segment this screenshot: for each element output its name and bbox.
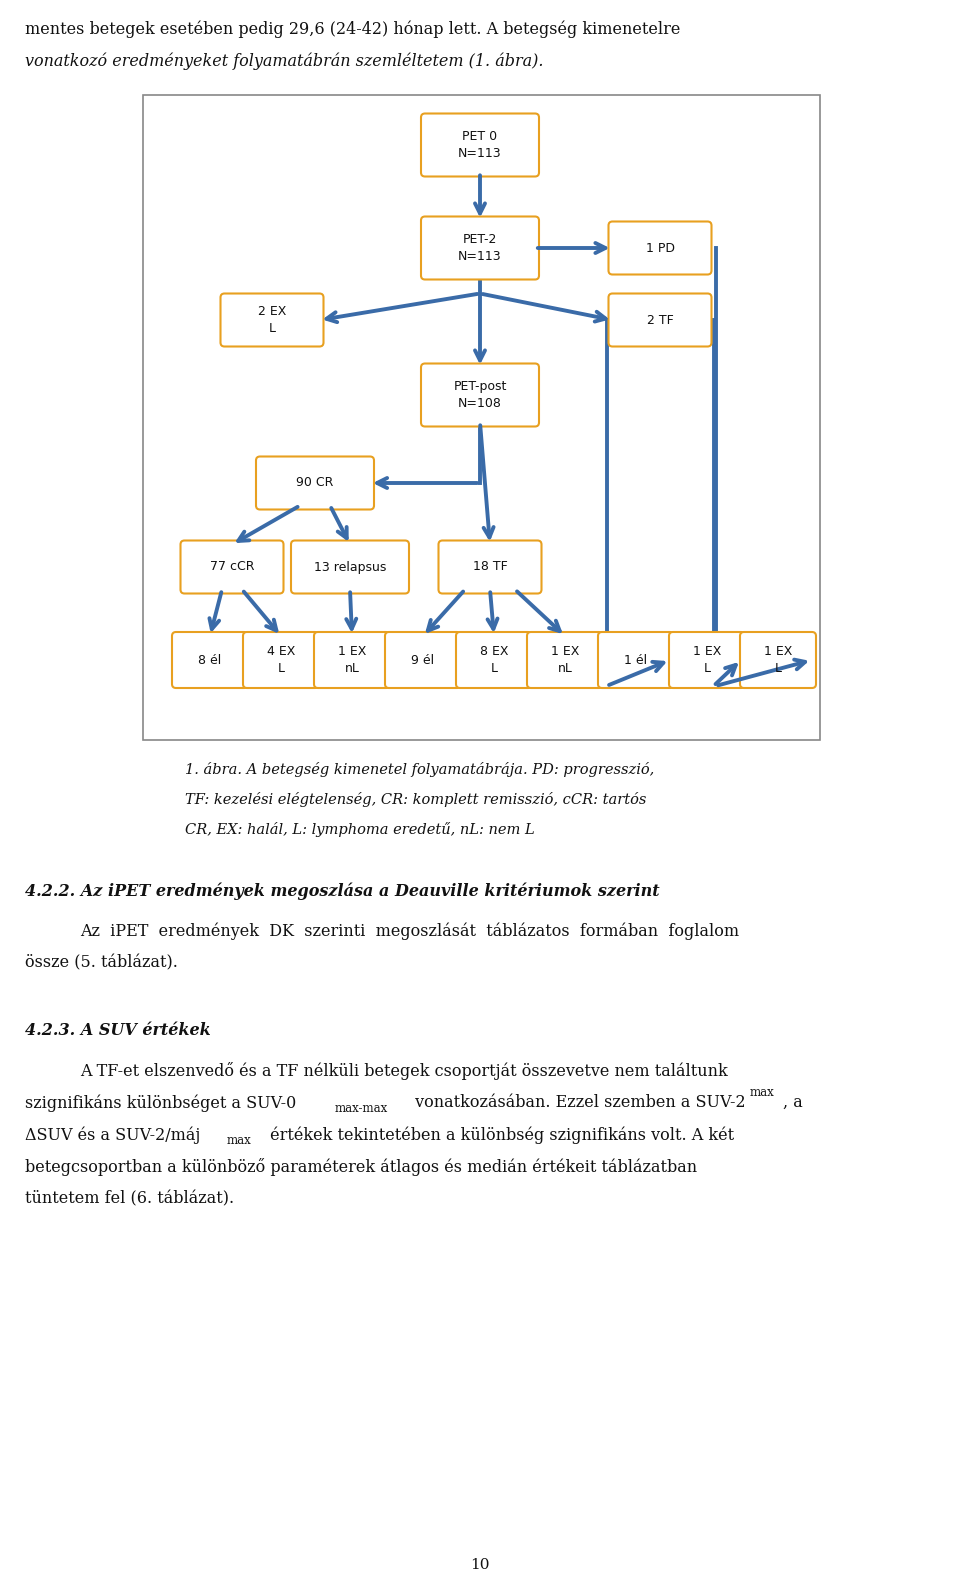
Text: PET-2
N=113: PET-2 N=113	[458, 232, 502, 263]
Text: 13 relapsus: 13 relapsus	[314, 560, 386, 573]
FancyBboxPatch shape	[314, 632, 390, 687]
FancyBboxPatch shape	[221, 293, 324, 347]
FancyBboxPatch shape	[172, 632, 248, 687]
Text: TF: kezelési elégtelenség, CR: komplett remisszió, cCR: tartós: TF: kezelési elégtelenség, CR: komplett …	[185, 792, 646, 807]
Text: össze (5. táblázat).: össze (5. táblázat).	[25, 955, 178, 971]
Text: A TF-et elszenvedő és a TF nélküli betegek csoportját összevetve nem találtunk: A TF-et elszenvedő és a TF nélküli beteg…	[80, 1063, 728, 1080]
FancyBboxPatch shape	[243, 632, 319, 687]
FancyBboxPatch shape	[180, 541, 283, 593]
FancyBboxPatch shape	[439, 541, 541, 593]
Text: ΔSUV és a SUV-2/máj: ΔSUV és a SUV-2/máj	[25, 1126, 201, 1144]
Text: Az  iPET  eredmények  DK  szerinti  megoszlását  táblázatos  formában  foglalom: Az iPET eredmények DK szerinti megoszlás…	[80, 923, 739, 940]
FancyBboxPatch shape	[609, 293, 711, 347]
Text: max: max	[227, 1134, 252, 1147]
Text: 2 TF: 2 TF	[647, 313, 673, 326]
Text: 1 PD: 1 PD	[645, 242, 675, 255]
Text: betegcsoportban a különböző paraméterek átlagos és medián értékeit táblázatban: betegcsoportban a különböző paraméterek …	[25, 1158, 697, 1176]
Text: PET-post
N=108: PET-post N=108	[453, 380, 507, 410]
Text: 18 TF: 18 TF	[472, 560, 508, 573]
Text: 77 cCR: 77 cCR	[209, 560, 254, 573]
Text: 4 EX
L: 4 EX L	[267, 644, 295, 675]
FancyBboxPatch shape	[256, 457, 374, 509]
Bar	[143, 95, 820, 740]
Text: mentes betegek esetében pedig 29,6 (24-42) hónap lett. A betegség kimenetelre: mentes betegek esetében pedig 29,6 (24-4…	[25, 21, 681, 38]
Text: 4.2.3. A SUV értékek: 4.2.3. A SUV értékek	[25, 1021, 211, 1039]
FancyBboxPatch shape	[740, 632, 816, 687]
Text: PET 0
N=113: PET 0 N=113	[458, 130, 502, 161]
FancyBboxPatch shape	[421, 363, 539, 426]
Text: 1 EX
L: 1 EX L	[693, 644, 721, 675]
Text: vonatkozásában. Ezzel szemben a SUV-2: vonatkozásában. Ezzel szemben a SUV-2	[410, 1095, 746, 1111]
Text: , a: , a	[783, 1095, 803, 1111]
Text: szignifikáns különbséget a SUV-0: szignifikáns különbséget a SUV-0	[25, 1095, 297, 1112]
Text: tüntetem fel (6. táblázat).: tüntetem fel (6. táblázat).	[25, 1190, 234, 1208]
Text: 90 CR: 90 CR	[297, 476, 334, 490]
Text: 1 EX
L: 1 EX L	[764, 644, 792, 675]
FancyBboxPatch shape	[421, 216, 539, 280]
Text: max-max: max-max	[335, 1103, 388, 1115]
Text: 8 él: 8 él	[199, 654, 222, 667]
Text: 1 EX
nL: 1 EX nL	[338, 644, 366, 675]
FancyBboxPatch shape	[527, 632, 603, 687]
FancyBboxPatch shape	[456, 632, 532, 687]
Text: 1 él: 1 él	[624, 654, 648, 667]
Text: 2 EX
L: 2 EX L	[258, 305, 286, 336]
Text: értékek tekintetében a különbség szignifikáns volt. A két: értékek tekintetében a különbség szignif…	[265, 1126, 734, 1144]
FancyBboxPatch shape	[291, 541, 409, 593]
FancyBboxPatch shape	[385, 632, 461, 687]
Text: 9 él: 9 él	[412, 654, 435, 667]
Text: 1. ábra. A betegség kimenetel folyamatábrája. PD: progresszió,: 1. ábra. A betegség kimenetel folyamatáb…	[185, 762, 655, 776]
Text: vonatkozó eredményeket folyamatábrán szemléltetem (1. ábra).: vonatkozó eredményeket folyamatábrán sze…	[25, 53, 543, 70]
Text: 8 EX
L: 8 EX L	[480, 644, 508, 675]
FancyBboxPatch shape	[598, 632, 674, 687]
Text: 4.2.2. Az iPET eredmények megoszlása a Deauville kritériumok szerint: 4.2.2. Az iPET eredmények megoszlása a D…	[25, 881, 660, 899]
Text: max: max	[750, 1087, 775, 1099]
Text: 10: 10	[470, 1558, 490, 1572]
FancyBboxPatch shape	[421, 113, 539, 177]
Text: 1 EX
nL: 1 EX nL	[551, 644, 579, 675]
FancyBboxPatch shape	[609, 221, 711, 275]
Text: CR, EX: halál, L: lymphoma eredetű, nL: nem L: CR, EX: halál, L: lymphoma eredetű, nL: …	[185, 823, 535, 837]
FancyBboxPatch shape	[669, 632, 745, 687]
